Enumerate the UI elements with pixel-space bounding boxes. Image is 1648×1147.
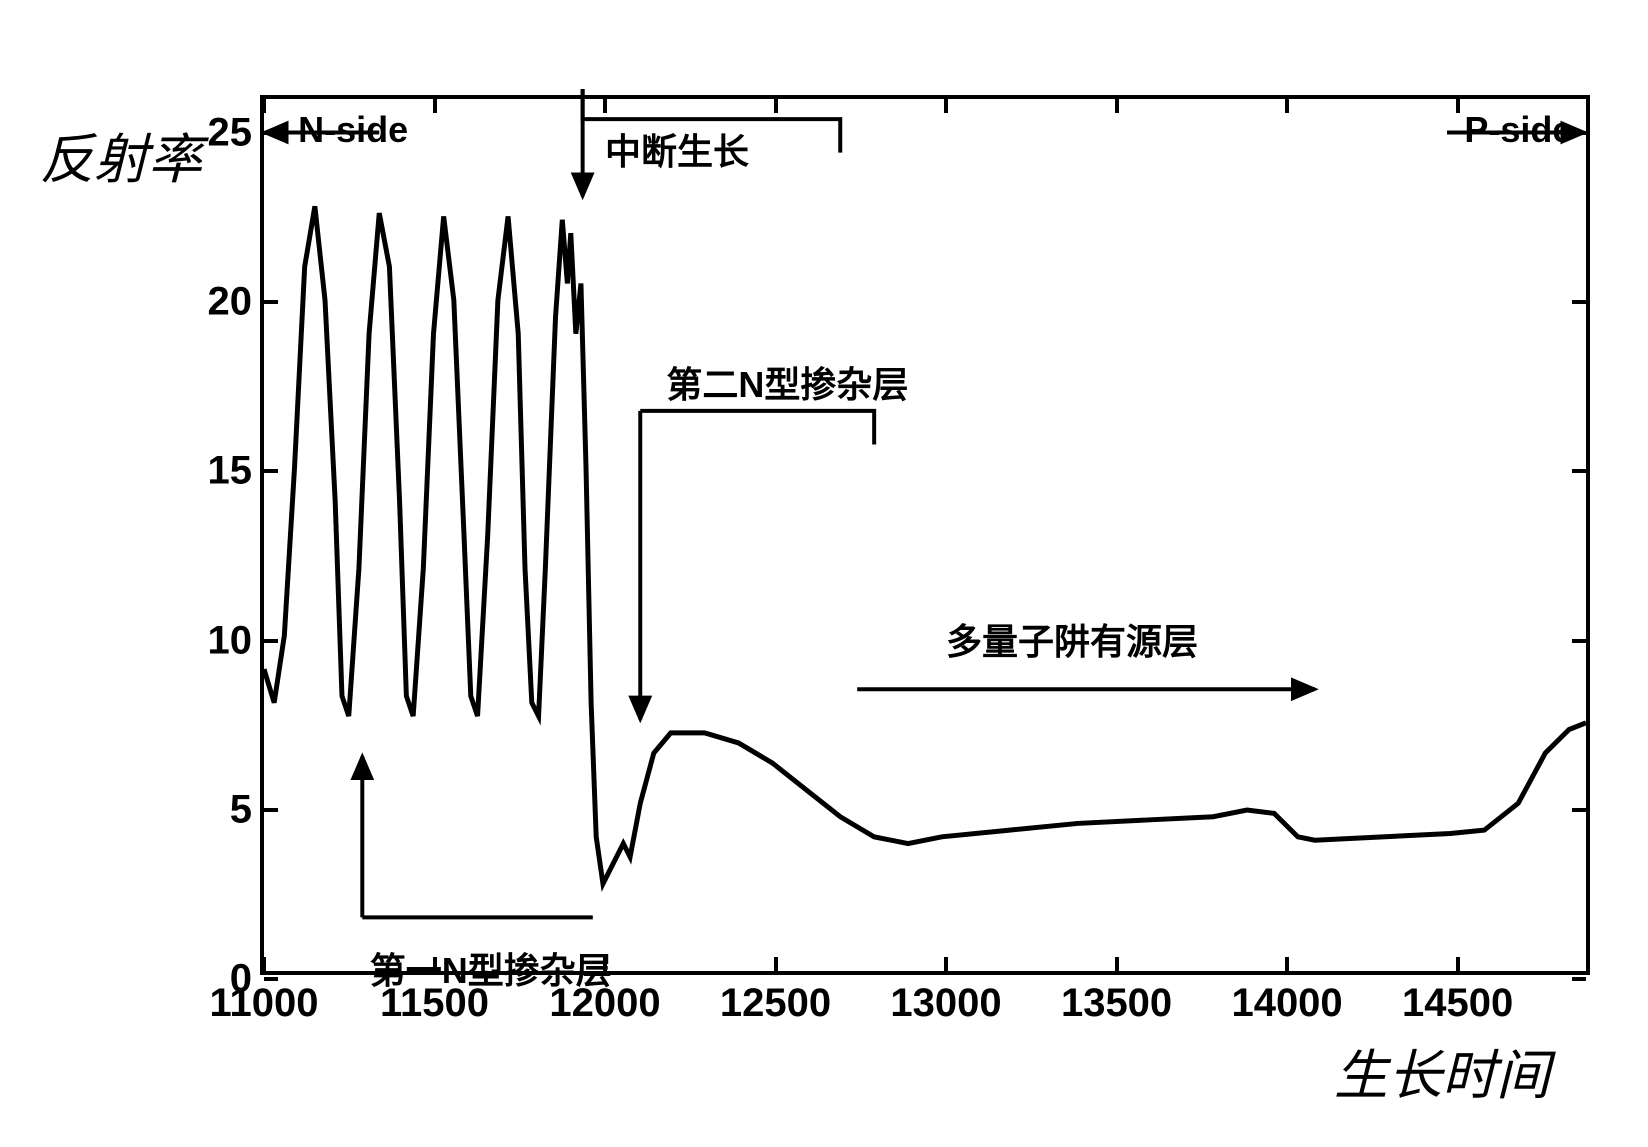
y-tick-mark <box>1572 469 1586 473</box>
x-tick-mark <box>262 99 266 113</box>
second-n-layer-label: 第二N型掺杂层 <box>666 356 908 408</box>
y-axis-label: 反射率 <box>40 115 202 194</box>
chart-svg <box>264 99 1586 971</box>
x-tick-mark <box>1285 99 1289 113</box>
p-side-label: P-side <box>1464 109 1572 151</box>
first-n-layer-label: 第一N型掺杂层 <box>370 942 612 994</box>
y-tick-label: 10 <box>208 618 265 663</box>
y-tick-mark <box>1572 639 1586 643</box>
x-tick-mark <box>1456 957 1460 971</box>
x-tick-label: 14000 <box>1231 971 1342 1026</box>
y-tick-mark <box>1572 131 1586 135</box>
y-tick-label: 15 <box>208 449 265 494</box>
x-axis-label: 生长时间 <box>1334 1031 1550 1110</box>
x-tick-mark <box>1115 957 1119 971</box>
data-line <box>264 206 1586 883</box>
mqw-active-layer-label: 多量子阱有源层 <box>946 613 1198 665</box>
y-tick-mark <box>1572 808 1586 812</box>
y-tick-mark <box>1572 300 1586 304</box>
annotation-bracket <box>640 411 874 445</box>
y-tick-mark <box>264 300 278 304</box>
x-tick-mark <box>603 99 607 113</box>
x-tick-mark <box>262 957 266 971</box>
y-tick-label: 5 <box>230 787 264 832</box>
x-tick-label: 11000 <box>209 971 318 1026</box>
y-tick-mark <box>264 808 278 812</box>
n-side-label: N-side <box>298 109 408 151</box>
y-tick-mark <box>264 639 278 643</box>
x-tick-mark <box>433 99 437 113</box>
chart-container: 反射率 0510152025 1100011500120001250013000… <box>40 60 1600 1080</box>
x-tick-label: 13000 <box>890 971 1001 1026</box>
x-tick-mark <box>774 957 778 971</box>
x-tick-mark <box>1285 957 1289 971</box>
x-tick-label: 14500 <box>1402 971 1513 1026</box>
x-tick-mark <box>1456 99 1460 113</box>
plot-area: 0510152025 11000115001200012500130001350… <box>260 95 1590 975</box>
y-tick-label: 25 <box>208 110 265 155</box>
y-tick-mark <box>264 469 278 473</box>
x-tick-mark <box>944 957 948 971</box>
x-tick-label: 12500 <box>720 971 831 1026</box>
interrupt-growth-label: 中断生长 <box>605 123 749 175</box>
x-tick-label: 13500 <box>1061 971 1172 1026</box>
y-tick-mark <box>1572 977 1586 981</box>
x-tick-mark <box>944 99 948 113</box>
x-tick-mark <box>774 99 778 113</box>
x-tick-mark <box>1115 99 1119 113</box>
y-tick-label: 20 <box>208 280 265 325</box>
y-tick-mark <box>264 131 278 135</box>
